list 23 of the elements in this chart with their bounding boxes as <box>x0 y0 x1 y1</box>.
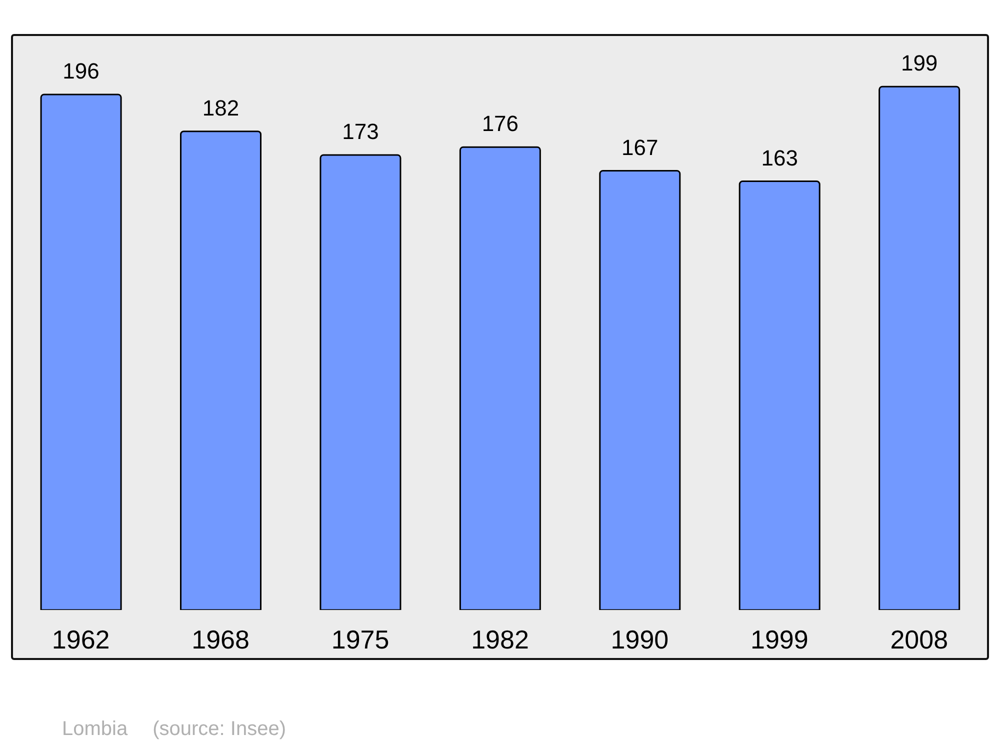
data-label: 163 <box>761 145 798 170</box>
text: Lombia <box>62 718 128 741</box>
x-tick-label: 1990 <box>610 624 669 654</box>
data-label: 176 <box>482 111 519 136</box>
bar <box>320 154 402 610</box>
bar <box>459 146 541 610</box>
bar <box>738 180 820 610</box>
x-tick-label: 1982 <box>471 624 529 654</box>
x-tick-label: 1999 <box>750 624 808 654</box>
x-tick-label: 1962 <box>52 624 110 654</box>
x-tick-label: 1968 <box>192 624 250 654</box>
x-tick-label: 2008 <box>890 624 948 654</box>
text: (source: Insee) <box>152 718 286 741</box>
x-tick-label: 1975 <box>331 624 390 654</box>
bar <box>40 94 122 610</box>
bar <box>878 86 960 610</box>
data-label: 173 <box>342 118 379 144</box>
bar <box>180 130 262 610</box>
data-label: 182 <box>202 95 240 120</box>
bar <box>599 170 681 610</box>
data-label: 167 <box>622 134 658 160</box>
data-label: 196 <box>62 58 100 84</box>
data-label: 199 <box>900 50 938 76</box>
